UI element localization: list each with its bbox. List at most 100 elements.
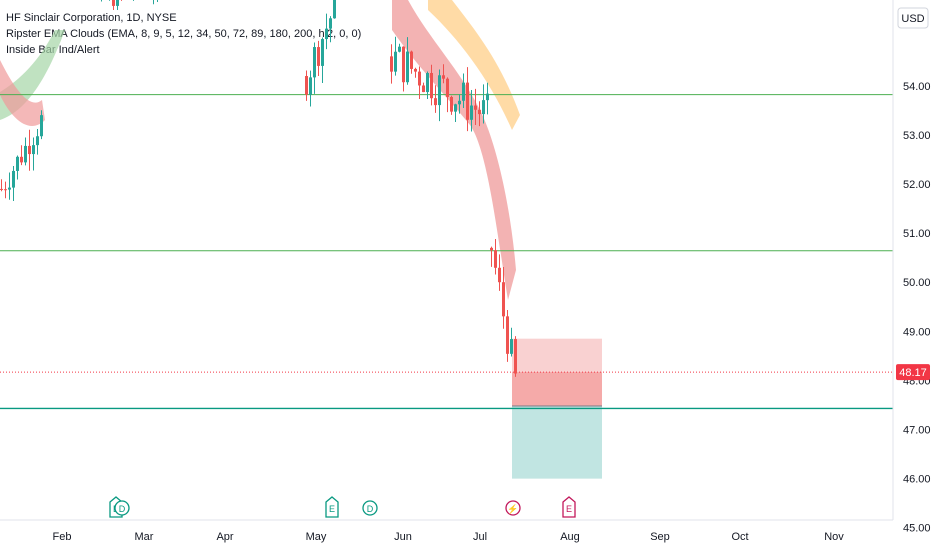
event-marker-label: E <box>329 504 335 514</box>
price-tick-2: 52.00 <box>903 179 931 191</box>
candle <box>422 82 425 93</box>
month-label-oct: Oct <box>731 531 748 543</box>
candle-body <box>16 156 19 171</box>
candle <box>36 129 39 155</box>
candle <box>112 0 115 11</box>
event-marker-label: D <box>119 504 126 514</box>
candle <box>313 42 316 94</box>
candle-body <box>305 76 308 95</box>
candle-body <box>446 78 449 97</box>
event-markers: EDED⚡E <box>109 496 576 518</box>
event-marker-label: E <box>566 504 572 514</box>
ema-clouds <box>0 0 520 300</box>
candle <box>321 37 324 83</box>
candle <box>28 129 31 171</box>
candle <box>514 336 517 377</box>
candle <box>121 0 122 1</box>
candle <box>418 66 421 100</box>
price-tick-5: 49.00 <box>903 326 931 338</box>
candle-body <box>514 339 517 374</box>
candle-body <box>490 247 493 251</box>
candle <box>474 88 477 125</box>
candle <box>4 181 7 199</box>
position-zones <box>512 338 602 479</box>
month-label-aug: Aug <box>560 531 580 543</box>
candle-body <box>28 145 31 155</box>
month-label-sep: Sep <box>650 531 670 543</box>
event-marker-shape <box>114 500 130 516</box>
candle <box>498 254 501 291</box>
candle-body <box>325 28 328 40</box>
event-aug-0[interactable]: E <box>562 496 576 518</box>
candle <box>410 50 413 74</box>
price-axis: 54.0053.0052.0051.0050.0049.0048.0047.00… <box>903 81 931 535</box>
candle-body <box>333 0 336 19</box>
candle-body <box>506 316 509 354</box>
event-marker-shape <box>362 500 378 516</box>
candle-body <box>394 51 397 72</box>
time-axis: Feb Mar Apr May Jun Jul Aug Sep Oct Nov <box>53 531 845 543</box>
candle-body <box>454 104 457 112</box>
candle-body <box>434 98 437 106</box>
candle <box>109 0 110 1</box>
price-tick-9: 45.00 <box>903 523 931 535</box>
candle <box>446 77 449 113</box>
event-may-1[interactable]: D <box>362 500 378 516</box>
candle-body <box>32 145 35 155</box>
price-tick-0: 54.00 <box>903 81 931 93</box>
candle <box>394 36 397 76</box>
candle <box>430 64 433 106</box>
candle <box>16 155 19 180</box>
candle-body <box>418 71 421 86</box>
candle-body <box>36 136 39 146</box>
candle <box>450 95 453 115</box>
candle-body <box>474 105 477 110</box>
horizontal-levels <box>0 94 893 410</box>
month-label-jun: Jun <box>394 531 412 543</box>
candle-body <box>12 170 15 188</box>
event-jul-0[interactable]: ⚡ <box>505 500 521 516</box>
candle <box>317 40 320 76</box>
month-label-feb: Feb <box>53 531 72 543</box>
price-tick-8: 46.00 <box>903 474 931 486</box>
candle <box>333 0 336 19</box>
candle-body <box>450 96 453 112</box>
candle-body <box>112 0 115 6</box>
candle <box>462 73 465 109</box>
candle <box>329 16 332 43</box>
candle-body <box>478 109 481 115</box>
candle <box>426 71 429 99</box>
candle <box>8 172 11 200</box>
candle-body <box>402 46 405 83</box>
event-marker-label: ⚡ <box>507 503 518 515</box>
candle <box>402 46 405 92</box>
currency-label[interactable]: USD <box>897 7 929 29</box>
candle-body <box>410 51 413 69</box>
event-may-0[interactable]: E <box>325 496 339 518</box>
candle-body <box>502 282 505 317</box>
candle <box>506 310 509 362</box>
candle-body <box>116 0 119 6</box>
candle <box>325 13 328 50</box>
candle-body <box>406 51 409 83</box>
month-label-jul: Jul <box>473 531 487 543</box>
candle-body <box>329 18 332 29</box>
candle-body <box>398 46 401 52</box>
candle <box>20 145 23 166</box>
candle-body <box>466 82 469 120</box>
candle <box>482 84 485 124</box>
symbol-title[interactable]: HF Sinclair Corporation, 1D, NYSE <box>6 12 177 24</box>
candle <box>305 70 308 101</box>
indicator-ema-clouds[interactable]: Ripster EMA Clouds (EMA, 8, 9, 5, 12, 34… <box>6 28 362 40</box>
ema-cloud-red-main <box>392 0 516 300</box>
candle <box>153 0 154 5</box>
candle <box>398 43 401 53</box>
candle <box>101 0 102 2</box>
event-feb-1[interactable]: D <box>114 500 130 516</box>
candle <box>157 0 158 2</box>
candle <box>390 44 393 84</box>
candle <box>466 67 469 132</box>
last-price-text: 48.17 <box>899 367 927 379</box>
event-marker-label: D <box>367 504 374 514</box>
